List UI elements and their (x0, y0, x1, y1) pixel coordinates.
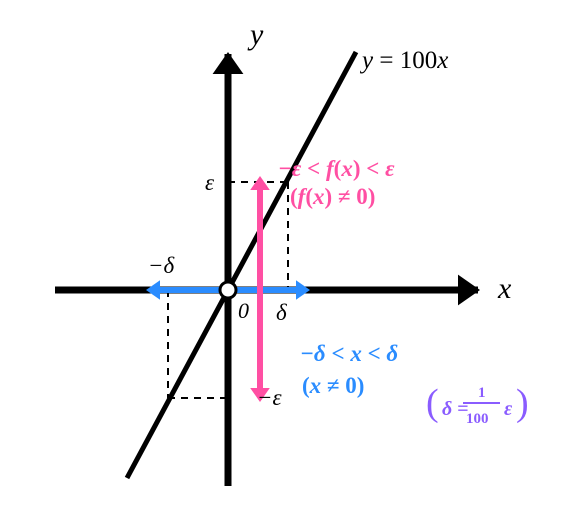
origin-label: 0 (238, 298, 249, 323)
tick-neg_delta: −δ (148, 253, 175, 278)
epsilon-inequality: −ε < f(x) < ε (278, 156, 395, 181)
delta-nonzero: (x ≠ 0) (302, 373, 364, 398)
y-axis-label: y (247, 18, 264, 51)
arrow-head (146, 280, 160, 300)
x-axis-label: x (497, 272, 512, 305)
sidenote-paren-close: ) (516, 382, 529, 424)
function-label: y = 100x (359, 47, 448, 74)
sidenote-num: 1 (478, 385, 486, 401)
sidenote-paren-open: ( (426, 382, 439, 424)
origin-marker (220, 282, 236, 298)
arrow-head (250, 176, 270, 190)
tick-delta: δ (276, 300, 287, 325)
arrow-head (296, 280, 310, 300)
tick-epsilon: ε (205, 170, 215, 195)
sidenote-eq: δ = (442, 398, 469, 420)
epsilon-nonzero: (f(x) ≠ 0) (290, 184, 375, 209)
sidenote-epsilon: ε (504, 398, 513, 420)
sidenote-den: 100 (466, 411, 489, 427)
delta-inequality: −δ < x < δ (300, 341, 398, 366)
epsilon-delta-figure: x y y = 100x 0 ε −ε δ −δ −ε < f(x) < ε (f(x) ≠ 0)… (0, 0, 582, 514)
arrow-head (458, 275, 480, 306)
arrow-head (213, 52, 244, 74)
tick-neg_epsilon: −ε (257, 385, 283, 410)
